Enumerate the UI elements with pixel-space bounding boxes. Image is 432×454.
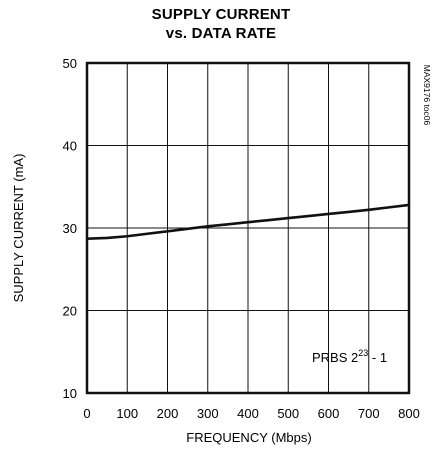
chart-title-line2: vs. DATA RATE — [166, 25, 276, 42]
series-line-0 — [85, 203, 411, 241]
x-tick-label: 700 — [358, 406, 380, 421]
chart-title-line1: SUPPLY CURRENT — [152, 6, 291, 23]
x-tick-label: 500 — [277, 406, 299, 421]
prbs-annotation-suffix: - 1 — [368, 350, 387, 365]
y-tick-label: 30 — [63, 221, 77, 236]
y-tick-labels: 10 20 30 40 50 — [63, 56, 77, 401]
y-tick-label: 10 — [63, 386, 77, 401]
y-tick-label: 50 — [63, 56, 77, 71]
x-tick-label: 400 — [237, 406, 259, 421]
prbs-annotation: PRBS 223 - 1 — [312, 348, 387, 365]
x-tick-labels: 0 100 200 300 400 500 600 700 800 — [83, 406, 419, 421]
figure-code: MAX9176 toc06 — [422, 65, 432, 126]
y-tick-label: 20 — [63, 304, 77, 319]
x-tick-label: 600 — [318, 406, 340, 421]
y-tick-label: 40 — [63, 139, 77, 154]
prbs-annotation-base: PRBS 2 — [312, 350, 358, 365]
x-tick-label: 800 — [398, 406, 420, 421]
x-axis-label: FREQUENCY (Mbps) — [186, 430, 311, 445]
y-axis-label: SUPPLY CURRENT (mA) — [11, 154, 26, 303]
plot-frame — [85, 61, 411, 395]
grid-lines — [87, 63, 409, 393]
x-tick-label: 300 — [197, 406, 219, 421]
x-tick-label: 100 — [116, 406, 138, 421]
x-tick-label: 0 — [83, 406, 90, 421]
x-tick-label: 200 — [157, 406, 179, 421]
prbs-annotation-superscript: 23 — [358, 348, 368, 358]
series-group — [85, 203, 411, 241]
